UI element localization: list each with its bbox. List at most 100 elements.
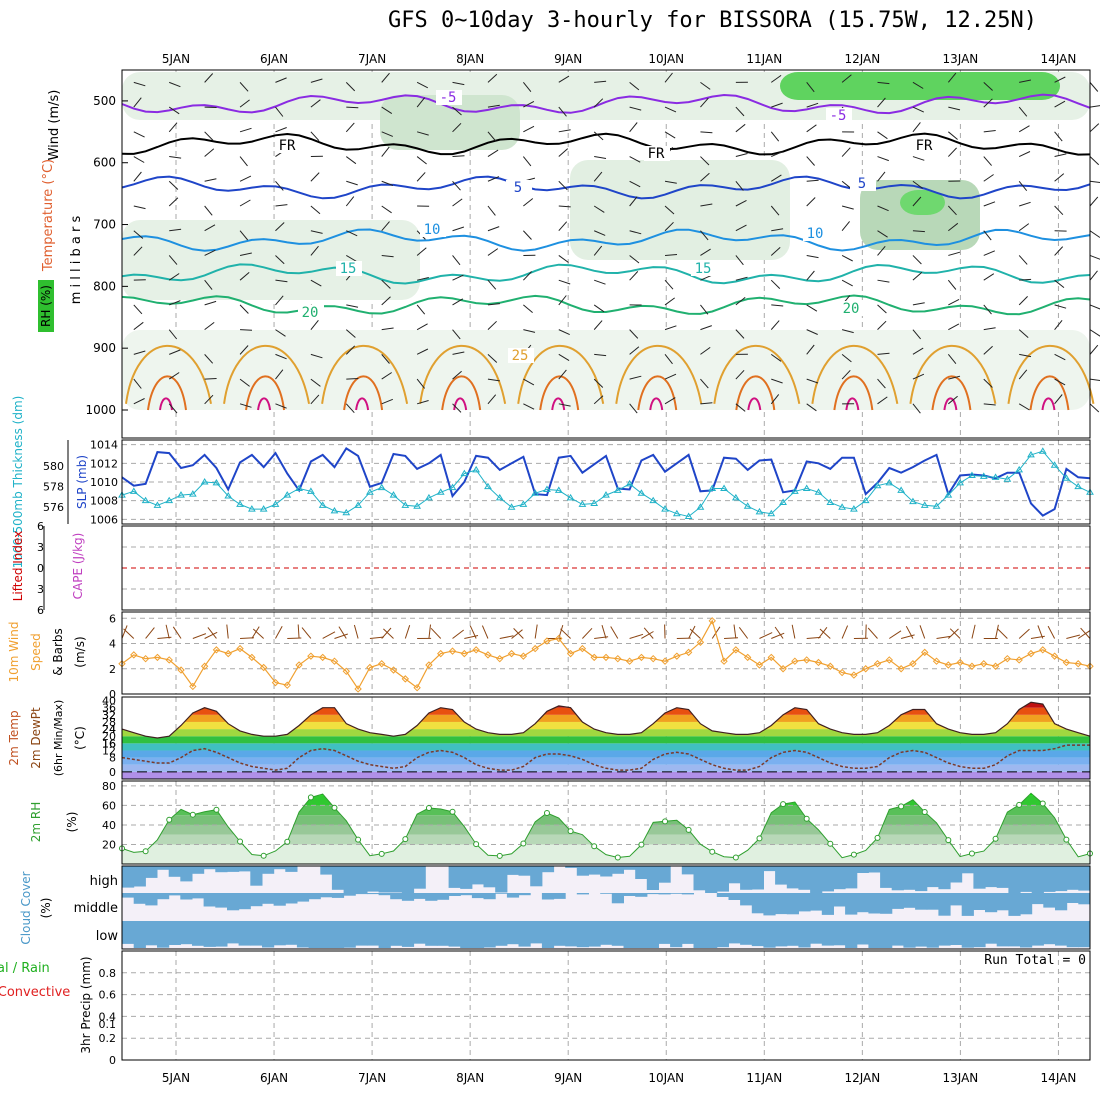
wind-barb [912, 373, 925, 380]
wind-barb [558, 353, 570, 362]
cloud-cell-low [460, 921, 473, 948]
wind-barb [877, 279, 890, 283]
wind-barb [168, 329, 178, 340]
wind-barb [487, 378, 500, 382]
wind-barb [947, 147, 957, 157]
wind-barb [558, 255, 569, 263]
wind-barb [877, 205, 889, 212]
cloud-cell-low [227, 921, 240, 944]
cloud-cell-low [588, 921, 601, 947]
rh-legend-box [38, 280, 54, 332]
cloud-cell-high [262, 866, 275, 874]
wind-barb [700, 304, 709, 315]
wind-barb [877, 156, 889, 162]
isotherm-25-bump [615, 344, 703, 405]
wind-speed-marker [141, 654, 150, 663]
wind-barb [275, 329, 286, 337]
cloud-cell-low [320, 921, 333, 948]
wind-barb [416, 400, 429, 405]
cloud-cell-middle [285, 893, 298, 904]
top-day-label: 6JAN [260, 52, 288, 66]
thickness-marker [306, 487, 315, 494]
wind-barb [770, 205, 780, 216]
wind-barb [806, 197, 816, 207]
cloud-cell-low [425, 921, 438, 946]
wind-barb [806, 156, 815, 166]
wind-barb [629, 81, 640, 91]
cloud-cell-high [716, 866, 729, 892]
wind-speed-marker [342, 667, 350, 675]
wind-barb [487, 248, 499, 256]
wind-barb [1018, 296, 1028, 306]
surface-wind-barb [738, 627, 749, 639]
wind-barb [947, 205, 957, 216]
surface-wind-barb [774, 626, 784, 639]
wind-barb [629, 375, 642, 380]
cloud-cell-high [1055, 866, 1068, 892]
cloud-cell-high [273, 866, 286, 870]
wind-barb [346, 106, 359, 109]
wind-barb [912, 347, 924, 355]
cloud-cell-low [145, 921, 158, 946]
surface-wind-barb [1066, 634, 1081, 639]
rh-marker [260, 852, 267, 859]
wind-barb [1018, 223, 1030, 232]
isotherm-label-bg [803, 226, 829, 241]
wind-barb [133, 350, 146, 355]
cloud-cell-high [203, 866, 216, 870]
cloud-cell-middle [751, 893, 764, 914]
wind-barb [275, 255, 285, 265]
cloud-cell-high [460, 866, 473, 889]
isotherm-25-bump [1007, 344, 1095, 405]
wind-barb [133, 171, 142, 182]
cloud-cell-middle [331, 893, 345, 898]
wind-barb [806, 124, 817, 133]
wind-barb [558, 369, 567, 380]
wind-barb [523, 304, 533, 313]
wind-barb [629, 230, 642, 235]
surface-wind-barb [534, 624, 538, 639]
rh-marker [803, 815, 810, 822]
wind-barb [452, 403, 462, 413]
rh-frame [121, 780, 1091, 865]
thickness-marker [720, 484, 728, 492]
cloud-cell-low [961, 921, 974, 948]
wind-barb [310, 378, 321, 387]
wind-barb [770, 131, 780, 142]
wind-barb [204, 73, 214, 83]
lifted-index-tick-label: 0 [37, 562, 44, 575]
thickness-marker [1062, 474, 1071, 481]
slp-tick-label: 1010 [90, 476, 118, 489]
surface-wind-barb [1018, 628, 1030, 639]
cloud-cell-low [891, 921, 904, 946]
wind-speed-marker [673, 652, 681, 660]
wind-barb [239, 99, 250, 108]
cloud-cell-low [296, 921, 310, 948]
wind-barb [381, 279, 391, 289]
wind-barb [771, 174, 782, 182]
rh-marker [473, 841, 480, 848]
wind-barb [700, 230, 709, 241]
rh-marker [614, 854, 621, 861]
wind-speed-marker [850, 671, 858, 679]
wind-barb [771, 304, 784, 307]
cloud-cell-low [833, 921, 846, 946]
bottom-day-label: 10JAN [648, 1071, 684, 1085]
isotherm-label: 5 [514, 180, 522, 196]
cloud-cell-high [1066, 866, 1079, 890]
cloud-cell-low [343, 921, 356, 948]
wind-barb [1018, 180, 1028, 192]
wind-barb [1018, 369, 1028, 380]
lifted-index-axis-label: Lifted Index [11, 531, 25, 602]
wind-barb [912, 271, 923, 281]
thickness-marker [602, 491, 610, 498]
cloud-cell-middle [250, 893, 263, 907]
thickness-marker [696, 503, 705, 510]
wind-barb [487, 279, 497, 290]
wind-barb [133, 230, 144, 239]
wind-speed-marker [130, 651, 138, 659]
surface-wind-barb [936, 635, 951, 639]
wind-barb [700, 402, 713, 405]
wind-barb [1089, 378, 1100, 382]
surface-wind-barb [207, 627, 217, 639]
